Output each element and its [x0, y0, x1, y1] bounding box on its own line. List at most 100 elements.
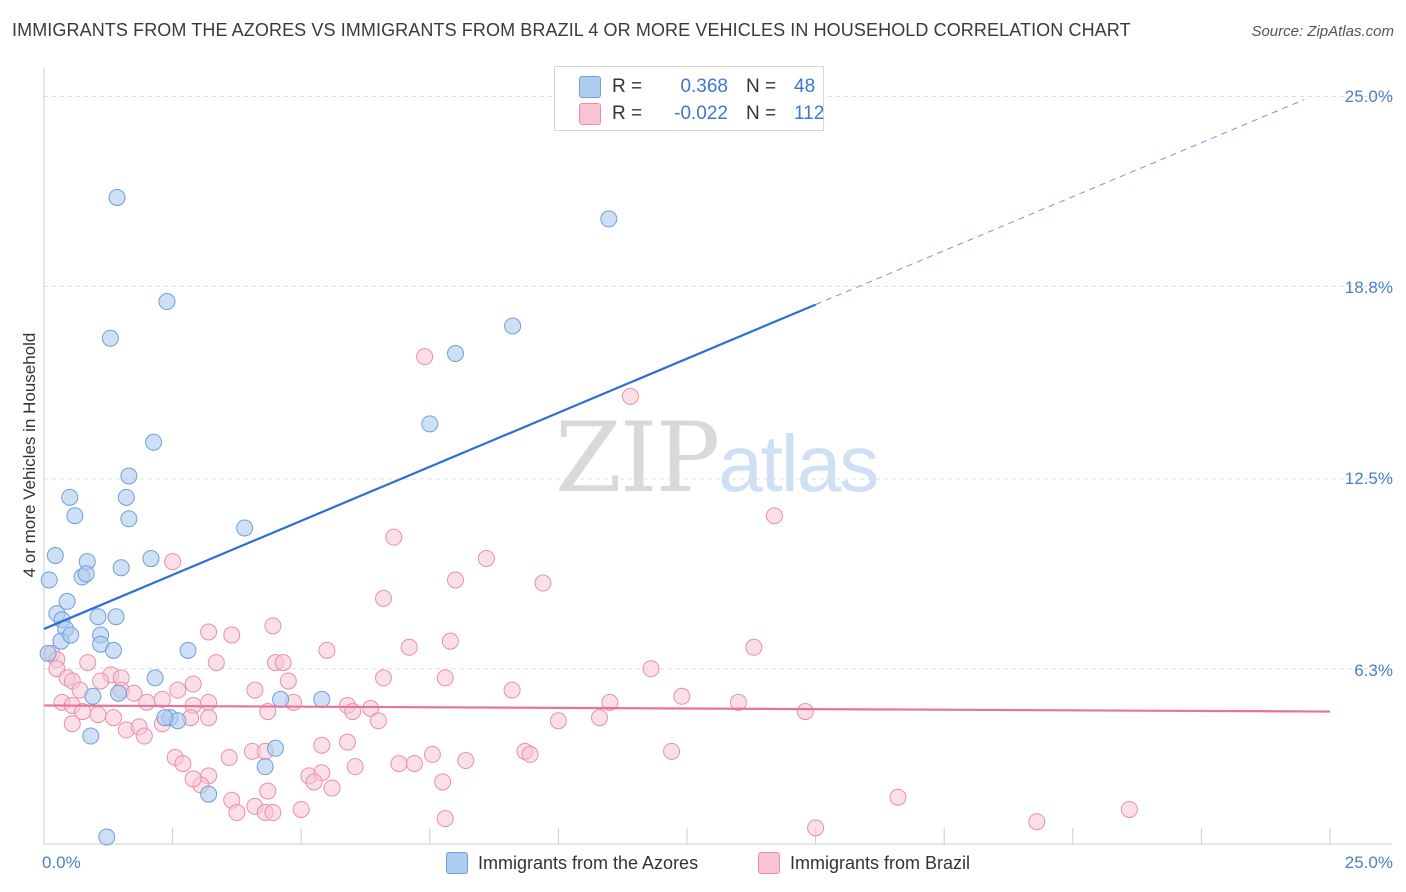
brazil-point: [169, 681, 187, 699]
brazil-point: [79, 654, 97, 672]
azores-point: [146, 669, 164, 687]
brazil-point: [228, 804, 246, 822]
brazil-point: [663, 742, 681, 760]
azores-point: [236, 519, 254, 537]
brazil-point: [1120, 800, 1138, 818]
brazil-point: [104, 709, 122, 727]
brazil-point: [200, 693, 218, 711]
brazil-point: [521, 745, 539, 763]
azores-point: [266, 739, 284, 757]
brazil-point: [164, 553, 182, 571]
y-tick-label: 25.0%: [1344, 87, 1393, 106]
azores-point: [256, 758, 274, 776]
azores-legend-label: Immigrants from the Azores: [478, 852, 699, 873]
azores-point: [108, 188, 126, 206]
legend-item-azores[interactable]: Immigrants from the Azores: [446, 852, 698, 874]
legend-n-value: 112: [794, 103, 825, 124]
brazil-point: [259, 782, 277, 800]
brazil-legend-label: Immigrants from Brazil: [790, 852, 971, 873]
brazil-point: [264, 617, 282, 635]
brazil-point: [416, 348, 434, 366]
brazil-swatch: [579, 103, 601, 125]
brazil-point: [889, 788, 907, 806]
brazil-point: [447, 571, 465, 589]
azores-point: [179, 641, 197, 659]
azores-trend-line: [43, 303, 817, 630]
azores-point: [313, 690, 331, 708]
brazil-point: [390, 755, 408, 773]
brazil-point: [369, 712, 387, 730]
watermark: ZIPatlas: [555, 402, 879, 514]
brazil-point: [318, 641, 336, 659]
azores-point: [77, 565, 95, 583]
azores-point: [421, 415, 439, 433]
azores-point: [110, 684, 128, 702]
azores-point: [117, 488, 135, 506]
azores-point: [200, 785, 218, 803]
azores-point: [504, 317, 522, 335]
brazil-point: [400, 638, 418, 656]
brazil-point: [362, 700, 380, 717]
brazil-point: [436, 810, 454, 828]
azores-trend-extension: [815, 99, 1305, 306]
azores-point: [39, 644, 57, 662]
brazil-point: [1028, 813, 1046, 831]
brazil-point: [346, 758, 364, 776]
brazil-point: [184, 675, 202, 693]
brazil-point: [436, 669, 454, 687]
brazil-point: [457, 752, 475, 770]
brazil-point: [89, 706, 107, 724]
brazil-point: [796, 703, 814, 721]
azores-point: [62, 626, 80, 644]
azores-point: [104, 641, 122, 659]
brazil-point: [184, 770, 202, 788]
watermark-atlas: atlas: [718, 419, 879, 508]
azores-point: [66, 507, 84, 525]
brazil-point: [729, 693, 747, 711]
azores-point: [82, 727, 100, 745]
brazil-point: [591, 709, 609, 727]
brazil-point: [503, 681, 521, 699]
brazil-point: [745, 638, 763, 656]
azores-point: [112, 559, 130, 577]
x-tick-label: 0.0%: [42, 853, 81, 872]
legend-row-azores: R = 0.368 N = 48: [579, 75, 815, 99]
legend-r-label: R =: [612, 103, 643, 124]
brazil-point: [292, 800, 310, 818]
brazil-point: [92, 672, 110, 690]
brazil-point: [153, 690, 171, 708]
brazil-point: [274, 654, 292, 672]
brazil-point: [323, 779, 341, 797]
source-label: Source: ZipAtlas.com: [1251, 23, 1394, 40]
brazil-point: [207, 654, 225, 672]
brazil-point: [220, 748, 238, 766]
brazil-point: [174, 755, 192, 773]
brazil-point: [313, 736, 331, 754]
brazil-point: [279, 672, 297, 690]
brazil-point: [375, 589, 393, 607]
legend-item-brazil[interactable]: Immigrants from Brazil: [758, 852, 970, 874]
brazil-point: [63, 715, 81, 733]
chart-title: IMMIGRANTS FROM THE AZORES VS IMMIGRANTS…: [12, 20, 1131, 40]
brazil-point: [807, 819, 825, 837]
legend-r-label: R =: [612, 76, 643, 97]
azores-point: [272, 690, 290, 708]
x-tick-label: 25.0%: [1344, 853, 1393, 872]
brazil-point: [549, 712, 567, 730]
azores-point: [107, 608, 125, 626]
azores-legend-swatch: [446, 852, 468, 874]
brazil-point: [385, 528, 403, 546]
y-tick-label: 6.3%: [1354, 661, 1393, 680]
legend-n-label: N =: [746, 103, 777, 124]
brazil-point: [423, 745, 441, 763]
legend-r-value: -0.022: [674, 103, 728, 124]
brazil-point: [200, 623, 218, 641]
azores-point: [158, 293, 176, 311]
brazil-point: [601, 693, 619, 711]
brazil-legend-swatch: [758, 852, 780, 874]
correlation-legend: R = 0.368 N = 48 R = -0.022 N = 112: [554, 66, 824, 131]
brazil-point: [477, 550, 495, 568]
brazil-point: [534, 574, 552, 592]
brazil-point: [621, 387, 639, 405]
